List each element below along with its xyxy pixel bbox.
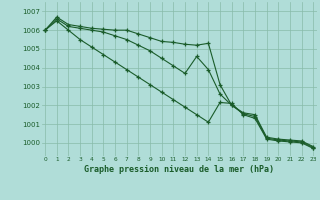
X-axis label: Graphe pression niveau de la mer (hPa): Graphe pression niveau de la mer (hPa) [84, 165, 274, 174]
